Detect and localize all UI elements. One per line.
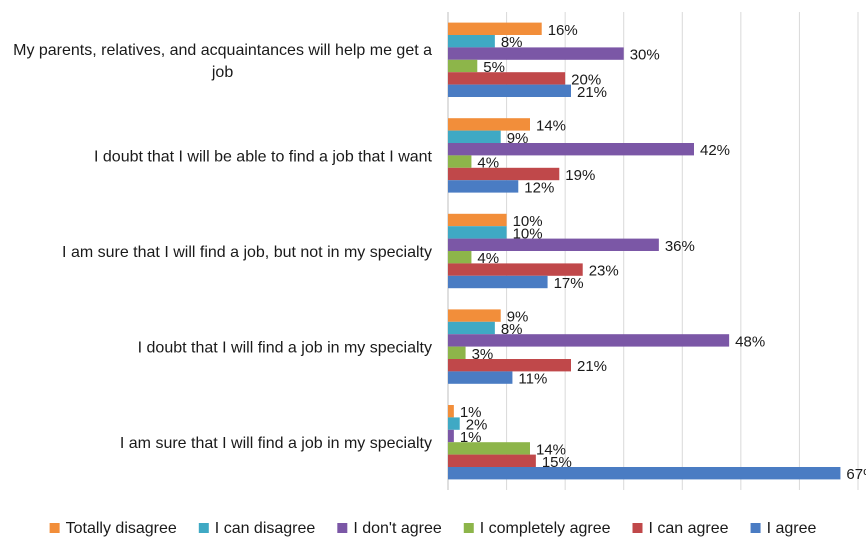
bar-i-agree-4 — [448, 371, 513, 384]
bar-i-don-t-agree-1 — [448, 47, 624, 60]
bar-i-agree-1 — [448, 84, 571, 97]
bar-i-completely-agree-4 — [448, 346, 466, 359]
bar-totally-disagree-1 — [448, 22, 542, 35]
data-label-i-can-agree-3: 23% — [589, 263, 619, 280]
bar-i-agree-3 — [448, 275, 548, 289]
bar-i-don-t-agree-5 — [448, 429, 454, 443]
legend-swatch-totally-disagree — [49, 523, 60, 533]
data-label-totally-disagree-5: 1% — [460, 404, 482, 421]
data-label-i-agree-2: 12% — [524, 179, 554, 196]
legend-item-i-agree: I agree — [750, 520, 817, 537]
bar-series — [448, 22, 841, 480]
legend-label-i-can-disagree: I can disagree — [215, 520, 316, 537]
data-label-i-completely-agree-4: 3% — [472, 346, 494, 363]
data-label-i-completely-agree-1: 5% — [483, 59, 505, 76]
data-labels: 16%8%30%5%20%21%14%9%42%4%19%12%10%10%36… — [460, 22, 866, 483]
data-label-i-agree-5: 67% — [846, 466, 866, 483]
data-label-i-completely-agree-5: 14% — [536, 441, 566, 458]
bar-i-completely-agree-1 — [448, 59, 478, 73]
legend-item-i-can-disagree: I can disagree — [198, 520, 316, 537]
bar-totally-disagree-2 — [448, 118, 530, 131]
bar-i-completely-agree-2 — [448, 155, 472, 168]
bar-i-don-t-agree-2 — [448, 143, 694, 156]
data-label-totally-disagree-2: 14% — [536, 117, 566, 134]
legend-label-i-can-agree: I can agree — [649, 520, 729, 537]
data-label-i-don-t-agree-5: 1% — [460, 429, 482, 446]
legend-label-i-completely-agree: I completely agree — [480, 520, 611, 537]
data-label-i-don-t-agree-1: 30% — [630, 47, 660, 64]
legend-label-i-don-t-agree: I don't agree — [353, 520, 442, 537]
bar-i-can-disagree-1 — [448, 35, 495, 48]
data-label-i-agree-3: 17% — [554, 275, 584, 292]
data-label-i-completely-agree-3: 4% — [477, 250, 499, 267]
legend-swatch-i-don-t-agree — [337, 523, 348, 533]
legend-item-i-completely-agree: I completely agree — [463, 520, 611, 537]
category-label-2: I doubt that I will be able to find a jo… — [94, 148, 433, 165]
bar-i-agree-5 — [448, 467, 841, 480]
bar-i-can-agree-2 — [448, 167, 560, 181]
legend-item-i-can-agree: I can agree — [632, 520, 729, 537]
legend: Totally disagree I can disagree I don't ag… — [49, 520, 817, 537]
legend-label-totally-disagree: Totally disagree — [66, 520, 177, 537]
legend-swatch-i-completely-agree — [463, 523, 474, 533]
data-label-i-don-t-agree-4: 48% — [735, 333, 765, 350]
data-label-i-can-disagree-1: 8% — [501, 34, 523, 51]
data-label-i-can-disagree-2: 9% — [507, 130, 529, 147]
data-label-i-agree-1: 21% — [577, 84, 607, 101]
bar-i-agree-2 — [448, 180, 519, 193]
category-label-5: I am sure that I will find a job in my s… — [120, 435, 432, 452]
bar-i-can-agree-1 — [448, 72, 566, 85]
data-label-i-don-t-agree-3: 36% — [665, 238, 695, 255]
category-label-3: I am sure that I will find a job, but no… — [62, 244, 432, 261]
legend-item-totally-disagree: Totally disagree — [49, 520, 177, 537]
bar-i-don-t-agree-3 — [448, 238, 659, 251]
bar-i-don-t-agree-4 — [448, 334, 730, 347]
bar-i-can-disagree-3 — [448, 226, 507, 239]
category-label-4: I doubt that I will find a job in my spe… — [138, 340, 432, 357]
data-label-i-can-disagree-3: 10% — [513, 225, 543, 242]
bar-i-completely-agree-5 — [448, 442, 530, 455]
bar-totally-disagree-4 — [448, 309, 501, 322]
bar-i-completely-agree-3 — [448, 251, 472, 264]
bar-i-can-agree-3 — [448, 263, 583, 276]
legend-swatch-i-can-disagree — [198, 523, 209, 533]
data-label-i-agree-4: 11% — [518, 371, 547, 388]
legend-label-i-agree: I agree — [767, 520, 817, 537]
bar-i-can-disagree-5 — [448, 417, 460, 430]
data-label-i-completely-agree-2: 4% — [477, 155, 499, 172]
bar-totally-disagree-5 — [448, 405, 454, 418]
bar-i-can-disagree-4 — [448, 321, 495, 335]
data-label-i-can-disagree-5: 2% — [466, 417, 488, 434]
data-label-i-can-agree-1: 20% — [571, 71, 601, 88]
category-label-1: My parents, relatives, and acquaintances… — [13, 42, 432, 81]
data-label-totally-disagree-4: 9% — [507, 309, 529, 326]
data-label-i-can-agree-5: 15% — [542, 454, 572, 471]
data-label-totally-disagree-1: 16% — [548, 22, 578, 39]
bar-i-can-disagree-2 — [448, 130, 501, 143]
data-label-totally-disagree-3: 10% — [513, 213, 543, 230]
category-labels: My parents, relatives, and acquaintances… — [13, 42, 432, 452]
legend-swatch-i-agree — [750, 523, 761, 533]
bar-i-can-agree-5 — [448, 454, 536, 467]
bar-totally-disagree-3 — [448, 213, 507, 227]
bar-i-can-agree-4 — [448, 359, 571, 372]
data-label-i-can-agree-4: 21% — [577, 358, 607, 375]
legend-swatch-i-can-agree — [632, 523, 643, 533]
data-label-i-can-agree-2: 19% — [565, 167, 595, 184]
data-label-i-can-disagree-4: 8% — [501, 321, 523, 338]
data-label-i-don-t-agree-2: 42% — [700, 142, 730, 159]
legend-item-i-don-t-agree: I don't agree — [337, 520, 442, 537]
